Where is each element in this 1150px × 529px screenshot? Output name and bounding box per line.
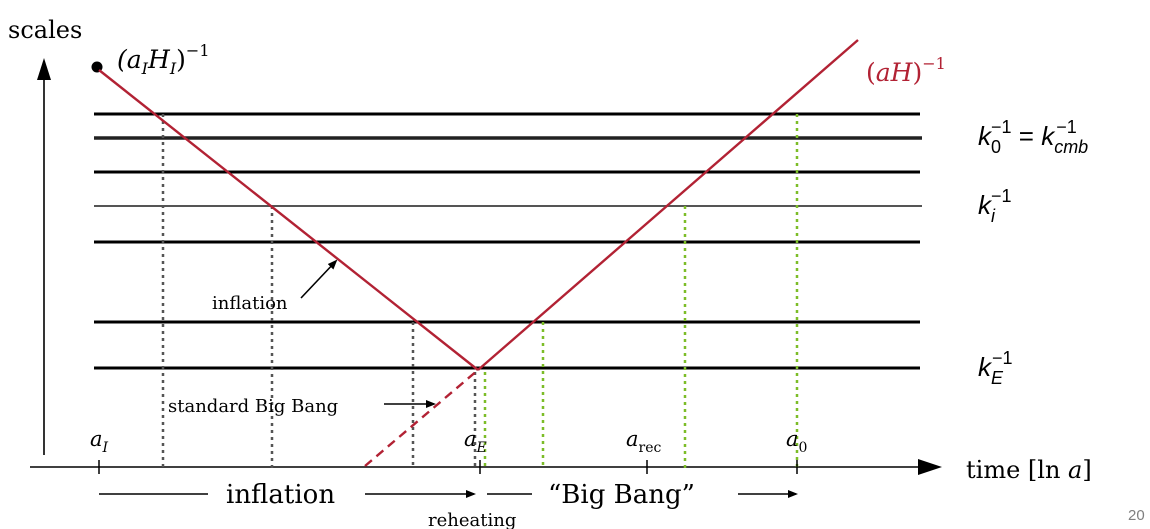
standard-big-bang-label: standard Big Bang: [168, 396, 338, 417]
standard-big-bang-extrapolation: [364, 369, 479, 467]
y-axis-label: scales: [8, 16, 82, 44]
bigbang-curve-segment: [477, 39, 859, 371]
inflation-drop-lines: [161, 114, 477, 468]
scale-label-ki: ki−1: [978, 186, 1012, 226]
inflation-curve-segment: [98, 69, 479, 371]
tick-label-aI: aI: [90, 427, 109, 456]
inflation-annotation-label: inflation: [212, 293, 288, 314]
scale-label-k0-kcmb: k0−1 = kcmb−1: [978, 117, 1088, 157]
scale-lines: [94, 112, 922, 370]
inflation-annotation-arrow: [300, 259, 338, 299]
tick-label-arec: arec: [626, 427, 662, 456]
start-curve-label: (aIHI)−1: [117, 41, 210, 78]
scale-label-kE: kE−1: [978, 348, 1013, 388]
x-axis-arrowhead: [918, 459, 942, 475]
x-tick-marks: [98, 460, 798, 474]
slide-number: 20: [1128, 507, 1145, 524]
x-axis-label: time [ln a]: [966, 456, 1092, 484]
phase-label-inflation: inflation: [226, 480, 335, 510]
phase-label-reheating: reheating: [428, 510, 516, 529]
phase-label-big-bang: “Big Bang”: [548, 480, 695, 510]
y-axis-arrowhead: [37, 58, 51, 80]
end-curve-label: (aH)−1: [866, 54, 946, 87]
bigbang-drop-lines: [483, 114, 799, 468]
